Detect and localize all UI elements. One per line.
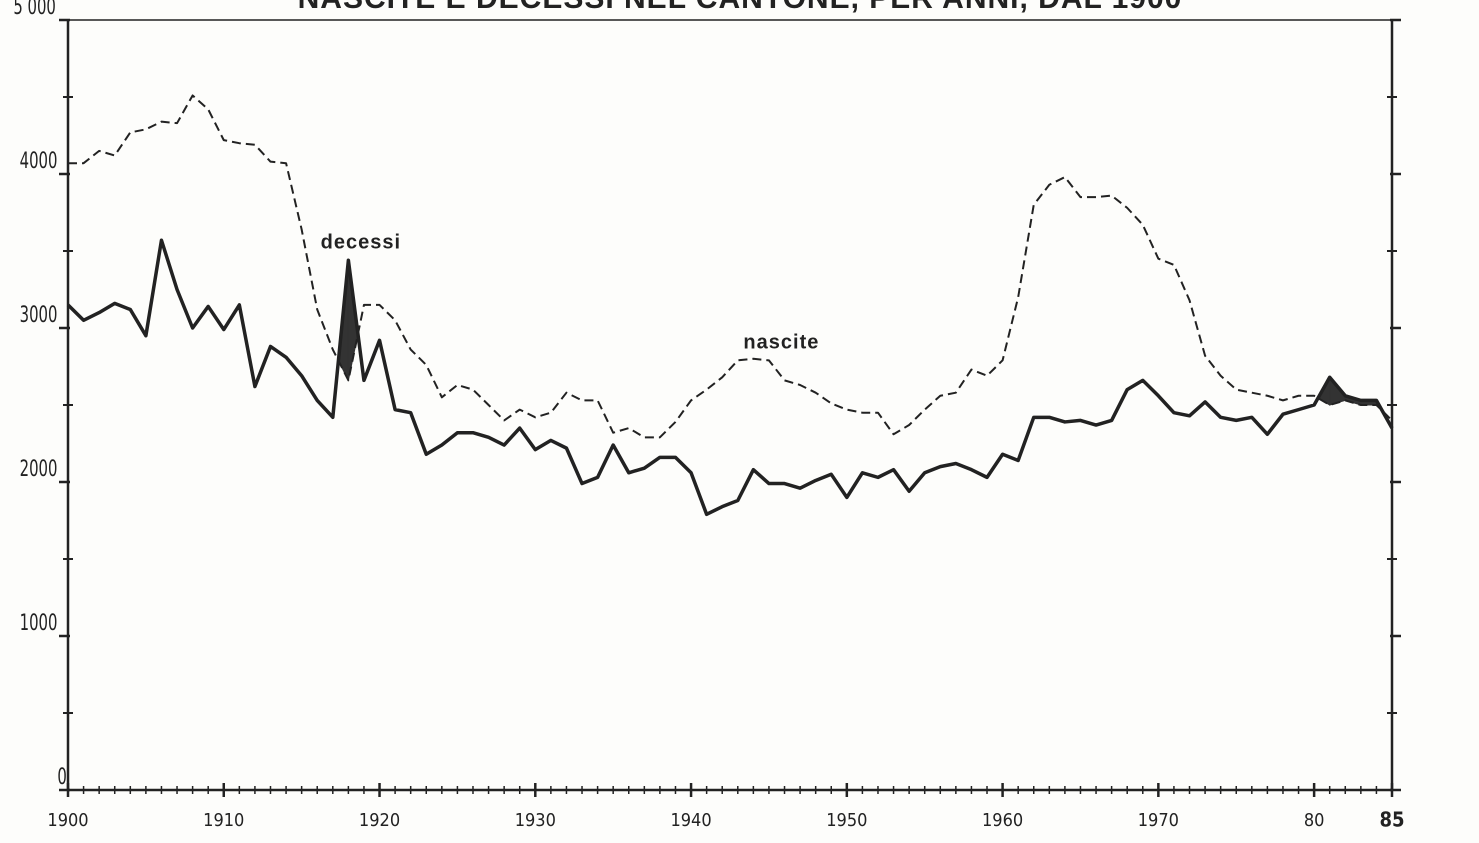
x-tick-label: 1930 xyxy=(515,810,556,831)
series-line xyxy=(66,238,1394,517)
x-tick-label: 85 xyxy=(1379,808,1404,832)
x-tick-label: 1940 xyxy=(670,810,711,831)
series-line xyxy=(68,94,1393,439)
y-tick-label: 2000 xyxy=(20,456,58,482)
annotation: nascite xyxy=(743,332,819,354)
y-tick-label: 5 000 xyxy=(13,0,55,20)
x-tick-label: 1960 xyxy=(982,810,1023,831)
x-tick-label: 80 xyxy=(1304,810,1325,831)
x-tick-label: 1950 xyxy=(826,810,867,831)
chart-title: NASCITE E DECESSI NEL CANTONE, PER ANNI,… xyxy=(298,0,1183,15)
x-tick-label: 1970 xyxy=(1138,810,1179,831)
y-tick-label: 0 xyxy=(57,764,66,790)
annotation: decessi xyxy=(321,232,401,254)
y-tick-label: 3000 xyxy=(20,302,58,328)
y-tick-label: 4000 xyxy=(20,148,58,174)
x-tick-label: 1900 xyxy=(47,810,88,831)
x-tick-label: 1910 xyxy=(203,810,244,831)
x-tick-label: 1920 xyxy=(359,810,400,831)
y-tick-label: 1000 xyxy=(20,610,58,636)
